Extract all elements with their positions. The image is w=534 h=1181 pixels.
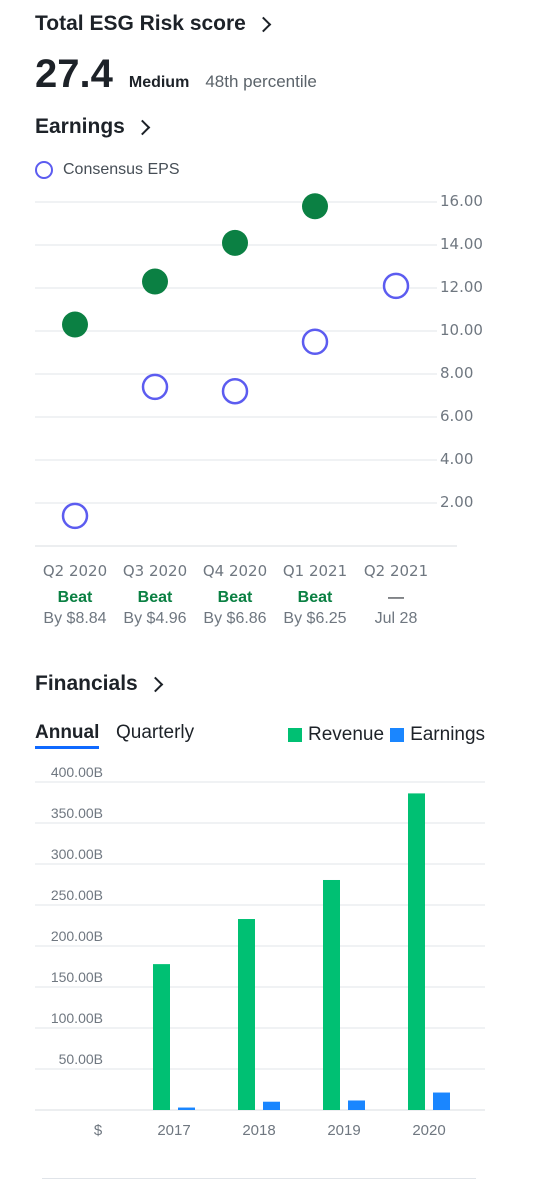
earnings-bar [433,1092,450,1110]
consensus-eps-point [61,502,89,530]
earnings-y-axis: 16.00 14.00 12.00 10.00 8.00 6.00 4.00 2.00 [0,180,534,560]
revenue-bar [323,879,340,1110]
quarter-detail: By $4.96 [123,610,187,627]
consensus-eps-point [301,328,329,355]
quarter-status: Beat [57,589,93,606]
tab-quarterly[interactable]: Quarterly [116,722,195,743]
actual-eps-point [222,229,248,256]
financials-y-tick: 50.00B [58,1051,103,1067]
earnings-y-tick: 16.00 [440,192,483,210]
financials-y-tick: 250.00B [50,887,103,903]
quarter-status: Beat [217,589,253,606]
quarter-label: Q4 2020 [202,562,268,580]
consensus-eps-point [141,373,169,401]
earnings-y-tick: 12.00 [440,278,483,296]
quarter-label: Q2 2020 [42,562,108,580]
financials-y-tick: 100.00B [50,1010,103,1026]
financials-x-axis: $ 2017 2018 2019 2020 [0,1122,534,1146]
earnings-chart [35,193,457,547]
consensus-legend-label: Consensus EPS [63,161,180,178]
divider [42,1178,476,1179]
financials-legend: Revenue Earnings [288,724,485,746]
quarter-detail: By $6.25 [283,610,347,627]
earnings-bar [263,1101,280,1110]
year-label: 2019 [327,1122,361,1139]
earnings-bar [178,1107,195,1110]
financials-y-tick: 150.00B [50,969,103,985]
earnings-y-tick: 2.00 [440,493,474,511]
consensus-legend-marker [35,161,53,179]
esg-percentile: 48th percentile [205,72,317,91]
revenue-bar [408,793,425,1110]
consensus-eps-point [221,377,249,405]
financials-title: Financials [35,672,138,695]
earnings-y-tick: 8.00 [440,364,474,382]
quarter-detail: Jul 28 [374,610,418,627]
actual-eps-point [302,193,328,220]
quarter-detail: By $6.86 [203,610,267,627]
revenue-bar [238,919,255,1110]
year-label: 2017 [157,1122,191,1139]
earnings-y-tick: 4.00 [440,450,474,468]
quarter-label: Q2 2021 [363,562,429,580]
financials-y-tick: 400.00B [50,764,103,780]
quarter-status: Beat [137,589,173,606]
quarter-status: — [388,589,404,606]
esg-score-row: 27.4 Medium 48th percentile [35,52,317,97]
quarter-status: Beat [297,589,333,606]
earnings-y-tick: 14.00 [440,235,483,253]
esg-title-link[interactable]: Total ESG Risk score [35,12,272,36]
actual-eps-point [62,311,88,338]
revenue-swatch [288,728,302,742]
earnings-y-tick: 6.00 [440,407,474,425]
earnings-legend: Consensus EPS [35,161,180,179]
financials-title-link[interactable]: Financials [35,672,163,696]
financials-chart [35,781,485,1111]
esg-title: Total ESG Risk score [35,12,246,35]
earnings-y-tick: 10.00 [440,321,483,339]
esg-level: Medium [128,74,190,91]
earnings-swatch [390,728,405,742]
earnings-legend-label: Earnings [410,724,486,745]
actual-eps-point [142,268,168,295]
earnings-quarters: Q2 2020 Beat By $8.84 Q3 2020 Beat By $4.96 Q4… [0,562,534,642]
financials-y-tick: 350.00B [50,805,103,821]
quarter-label: Q3 2020 [122,562,188,580]
revenue-legend-label: Revenue [308,724,385,745]
earnings-title: Earnings [35,115,125,138]
earnings-title-link[interactable]: Earnings [35,115,151,139]
financials-y-axis: 400.00B 350.00B 300.00B 250.00B 200.00B 150.0… [0,760,534,1160]
quarter-detail: By $8.84 [43,610,107,627]
year-label: 2020 [412,1122,446,1139]
consensus-eps-point [382,272,410,300]
chevron-right-icon [134,119,151,135]
earnings-bar [348,1100,365,1110]
tab-annual[interactable]: Annual [35,722,100,749]
financials-y-tick: 300.00B [50,846,103,862]
financials-y-tick: 200.00B [50,928,103,944]
currency-label: $ [93,1122,103,1139]
chevron-right-icon [147,676,163,692]
quarter-label: Q1 2021 [282,562,348,580]
esg-score: 27.4 [35,52,113,96]
chevron-right-icon [255,16,272,32]
revenue-bar [153,964,170,1110]
year-label: 2018 [242,1122,276,1139]
